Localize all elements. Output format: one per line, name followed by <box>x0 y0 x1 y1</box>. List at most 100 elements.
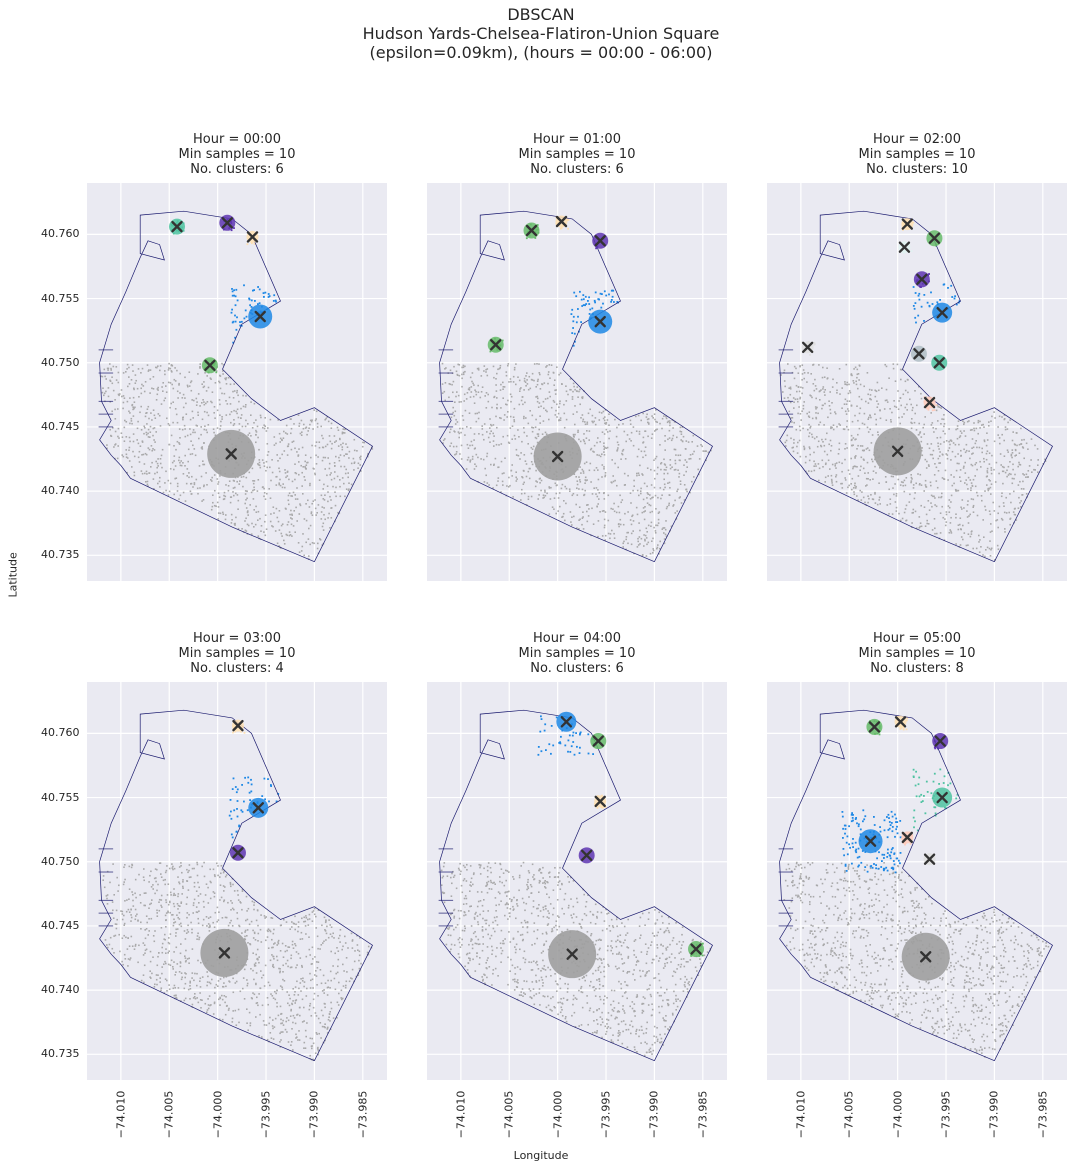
noise-point <box>265 916 267 918</box>
noise-point <box>603 468 605 470</box>
noise-point <box>332 1017 335 1019</box>
noise-point <box>940 407 942 409</box>
noise-point <box>481 428 484 430</box>
noise-point <box>313 907 316 910</box>
noise-point <box>287 494 290 497</box>
noise-point <box>536 380 539 382</box>
noise-point <box>179 962 182 964</box>
noise-point <box>199 487 201 489</box>
noise-point <box>576 386 579 388</box>
noise-point <box>201 446 203 448</box>
noise-point <box>895 506 898 509</box>
noise-point <box>225 377 228 379</box>
noise-point <box>455 395 457 398</box>
noise-point <box>536 395 539 398</box>
noise-point <box>353 462 356 464</box>
noise-point <box>278 967 280 970</box>
noise-point <box>138 873 140 876</box>
noise-point <box>653 486 656 489</box>
noise-point <box>273 1026 276 1028</box>
noise-point <box>879 467 881 469</box>
noise-point <box>865 400 867 403</box>
noise-point <box>217 483 219 485</box>
noise-point <box>289 966 292 969</box>
noise-point <box>240 414 243 416</box>
noise-point <box>641 511 644 514</box>
noise-point <box>323 940 325 943</box>
noise-point <box>201 500 203 502</box>
noise-point <box>900 481 903 483</box>
noise-point <box>803 401 805 403</box>
noise-point <box>141 454 143 456</box>
noise-point <box>797 441 799 444</box>
cluster-point <box>253 289 255 291</box>
cluster-point <box>923 320 925 322</box>
noise-point <box>179 952 182 955</box>
noise-point <box>892 475 894 478</box>
noise-point <box>367 945 370 948</box>
noise-point <box>1006 428 1009 430</box>
noise-point <box>246 910 248 912</box>
noise-point <box>669 424 671 427</box>
noise-point <box>617 523 620 526</box>
noise-point <box>675 454 677 456</box>
noise-point <box>577 396 579 398</box>
noise-point <box>264 534 267 537</box>
cluster-point <box>239 321 241 323</box>
noise-point <box>178 456 181 459</box>
noise-point <box>359 937 361 939</box>
noise-point <box>957 453 959 455</box>
noise-point <box>160 899 163 901</box>
noise-point <box>177 895 179 898</box>
cluster-point <box>585 303 588 305</box>
noise-point <box>218 911 220 913</box>
noise-point <box>702 450 705 452</box>
noise-point <box>143 425 145 428</box>
noise-point <box>317 961 320 963</box>
noise-point <box>486 374 489 377</box>
noise-point <box>298 448 300 450</box>
noise-point <box>465 398 468 400</box>
noise-point <box>841 487 844 489</box>
noise-point <box>916 404 918 407</box>
noise-point <box>503 414 506 416</box>
noise-point <box>548 391 551 393</box>
subplot-title-line: No. clusters: 4 <box>190 661 284 676</box>
noise-point <box>167 911 169 914</box>
noise-point <box>294 944 297 947</box>
noise-point <box>144 381 147 383</box>
noise-point <box>911 418 913 420</box>
noise-point <box>572 435 575 437</box>
noise-point <box>192 431 194 434</box>
noise-point <box>115 366 118 368</box>
noise-point <box>213 1001 216 1004</box>
noise-point <box>464 370 466 373</box>
noise-point <box>604 475 606 478</box>
noise-point <box>207 886 209 889</box>
noise-point <box>919 431 922 433</box>
noise-point <box>225 378 227 381</box>
noise-point <box>217 865 219 867</box>
noise-point <box>456 391 458 393</box>
noise-point <box>279 970 281 973</box>
noise-point <box>1008 511 1010 514</box>
noise-point <box>371 448 374 450</box>
noise-point <box>924 484 927 486</box>
noise-point <box>1001 519 1004 521</box>
cluster-point <box>573 332 576 335</box>
noise-point <box>341 446 344 448</box>
noise-point <box>464 409 467 412</box>
noise-point <box>285 962 287 965</box>
noise-point <box>207 998 209 1000</box>
noise-point <box>644 446 647 448</box>
noise-point <box>587 412 590 415</box>
noise-point <box>290 954 293 957</box>
noise-point <box>291 921 293 923</box>
noise-point <box>142 453 145 456</box>
noise-point <box>125 910 128 913</box>
noise-point <box>121 918 124 921</box>
noise-point <box>276 542 279 545</box>
noise-point <box>300 931 303 934</box>
noise-point <box>179 905 181 907</box>
noise-point <box>844 479 847 481</box>
